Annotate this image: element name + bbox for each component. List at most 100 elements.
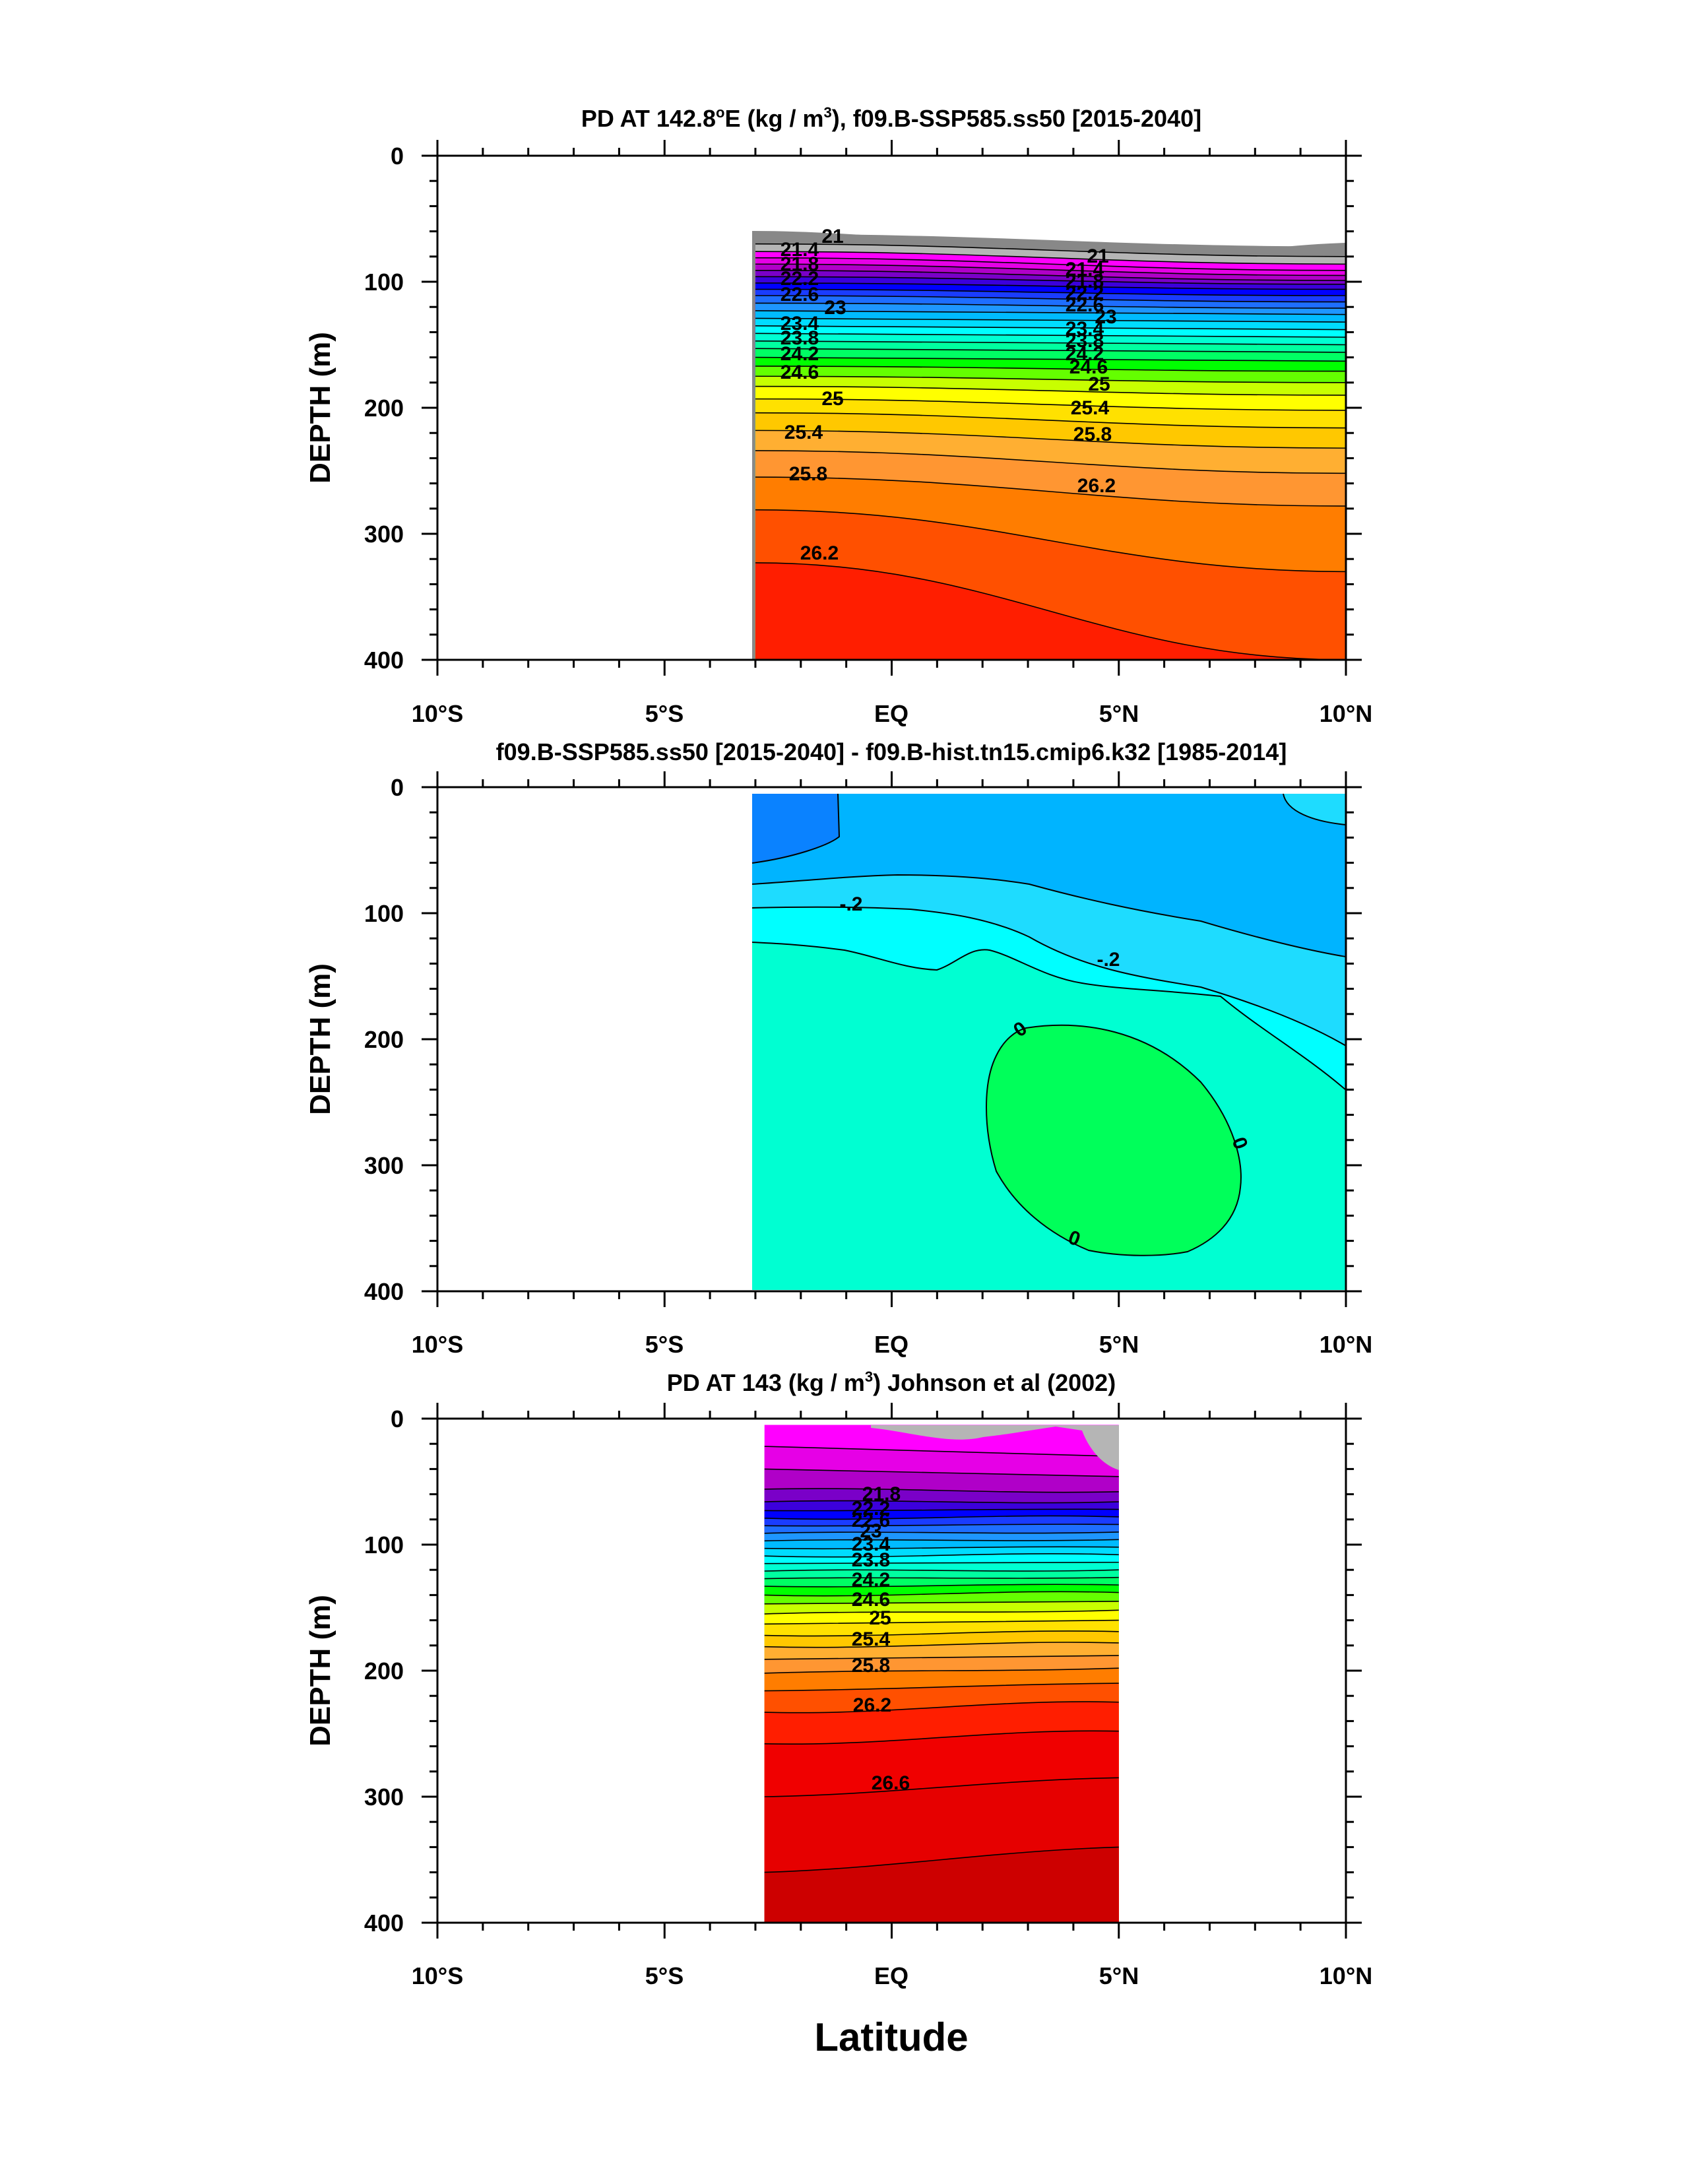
p3-clab-24-6: 24.6 [852,1589,890,1611]
p3-clab-25-4: 25.4 [852,1628,891,1650]
p3-contour-line-26-6 [764,1777,1119,1797]
p1-clab-west-25: 25 [821,388,843,410]
p3-xtick-5s: 5°S [645,1962,684,1989]
p2-ytick-300: 300 [364,1152,404,1179]
p1-clab-west-25-8: 25.8 [789,463,827,485]
p1-contour-line-25-4 [755,430,1347,449]
p3-gray-top [871,1425,1119,1470]
p2-xtick-10s: 10°S [412,1331,463,1358]
p1-clab-west-24-6: 24.6 [781,362,819,383]
p2-region-neg-0-4 [752,794,839,863]
p1-contour-line-21-6 [755,263,1347,276]
p3-contour-line-26 [764,1683,1119,1692]
p3-contour-line-25-2 [764,1630,1119,1637]
p1-ytick-0: 0 [391,143,404,170]
p1-clab-east-21-8: 21.8 [1066,271,1104,292]
p1-clab-east-25-4: 25.4 [1071,397,1110,419]
p1-clab-east-23-4: 23.4 [1066,318,1104,340]
p3-xtick-10s: 10°S [412,1962,463,1989]
p1-clab-west-23-4: 23.4 [781,313,819,335]
p2-xtick-10n: 10°N [1320,1331,1372,1358]
p1-contour-line-23-2 [755,317,1347,323]
p3-ytick-0: 0 [391,1405,404,1432]
p3-contour-line-23-8 [764,1569,1119,1572]
p1-clab-east-23: 23 [1095,306,1116,328]
p1-clab-east-24-2: 24.2 [1066,343,1104,365]
figure-xlabel: Latitude [814,2015,968,2059]
p1-contour-line-25-2 [755,412,1347,429]
p1-contour-line-25 [755,398,1347,411]
p2-clab-neg-0-2-a: -.2 [839,893,862,915]
panel-1-ticks [422,140,1362,676]
p1-contour-line-24 [755,348,1347,353]
p3-contour-line-24-8 [764,1609,1119,1615]
p3-contour-line-24-2 [764,1584,1119,1588]
p3-contour-line-22-2 [764,1508,1119,1512]
p1-contour-line-22-8 [755,302,1347,309]
p2-xtick-5s: 5°S [645,1331,684,1358]
panel-3-title: PD AT 143 (kg / m3) Johnson et al (2002) [667,1368,1116,1396]
p1-ytick-200: 200 [364,395,404,422]
p3-clab-22-2: 22.2 [852,1498,890,1520]
p1-contour-line-24-4 [755,366,1347,372]
panel-1-xtick-labels: 10°S 5°S EQ 5°N 10°N [412,700,1372,727]
panel-3-xtick-labels: 10°S 5°S EQ 5°N 10°N [412,1962,1372,1989]
p1-contour-line-24-6 [755,375,1347,383]
p3-band-26-8 [764,1847,1119,1923]
p3-ytick-200: 200 [364,1657,404,1685]
p1-clab-west-23-8: 23.8 [781,327,819,349]
panel-1-bands [755,234,1347,660]
p3-contour-line-25-6 [764,1655,1119,1660]
p2-ytick-200: 200 [364,1026,404,1053]
p3-contour-line-21-6 [764,1468,1119,1477]
p1-contour-line-23 [755,310,1347,315]
panel-3-ticks [422,1403,1362,1939]
p3-ytick-400: 400 [364,1910,404,1937]
p2-region-neg-0-3 [752,794,1346,957]
panel-3: PD AT 143 (kg / m3) Johnson et al (2002)… [304,1368,1372,1989]
p1-contour-line-25-8 [755,476,1347,507]
p1-clab-east-25: 25 [1088,373,1110,395]
panel-2-ytick-labels: 0 100 200 300 400 [364,774,404,1305]
p2-contour-zero [986,1024,1242,1256]
p1-contour-line-21-4 [755,257,1347,271]
panel-1: PD AT 142.8oE (kg / m3), f09.B-SSP585.ss… [304,104,1372,727]
p1-xtick-5n: 5°N [1099,700,1139,727]
p2-contour-a [751,793,841,864]
p3-xtick-5n: 5°N [1099,1962,1139,1989]
p1-contour-line-25-6 [755,450,1347,474]
panel-1-ytick-labels: 0 100 200 300 400 [364,143,404,674]
p3-contour-line-24-6 [764,1601,1119,1605]
p1-contour-line-22-6 [755,295,1347,303]
p3-contour-line-25 [764,1619,1119,1625]
p3-xtick-10n: 10°N [1320,1962,1372,1989]
p2-region-zero [986,1025,1241,1256]
p2-xtick-eq: EQ [874,1331,908,1358]
p1-clab-west-23: 23 [824,297,846,319]
p3-contour-line-23-2 [764,1546,1119,1550]
p3-contour-line-26-8 [764,1846,1119,1873]
p1-clab-east-23-8: 23.8 [1066,330,1104,352]
panel-2-xtick-labels: 10°S 5°S EQ 5°N 10°N [412,1331,1372,1358]
p1-contour-line-22-2 [755,282,1347,290]
p3-clab-23-8: 23.8 [852,1549,890,1571]
p2-ytick-400: 400 [364,1278,404,1305]
p3-contour-line-21-4 [764,1446,1119,1458]
p1-contour-line-23-6 [755,333,1347,338]
p1-contour-line-26 [755,509,1347,573]
panel-1-title: PD AT 142.8oE (kg / m3), f09.B-SSP585.ss… [581,104,1201,132]
p1-clab-east-25-8: 25.8 [1073,424,1112,445]
p1-contour-line-23-4 [755,325,1347,331]
p1-contour-line-21 [755,243,1347,257]
p3-clab-26-2: 26.2 [853,1694,891,1716]
p3-contour-line-23-4 [764,1553,1119,1558]
p1-xtick-10n: 10°N [1320,700,1372,727]
panel-2-field [752,794,1346,1290]
panel-2-ticks [422,771,1362,1307]
p2-clab-neg-0-2-b: -.2 [1097,949,1120,971]
p1-ytick-300: 300 [364,521,404,548]
p3-contour-line-24 [764,1576,1119,1580]
p3-clab-22-6: 22.6 [852,1510,890,1531]
p1-contour-line-26-2 [755,562,1347,660]
